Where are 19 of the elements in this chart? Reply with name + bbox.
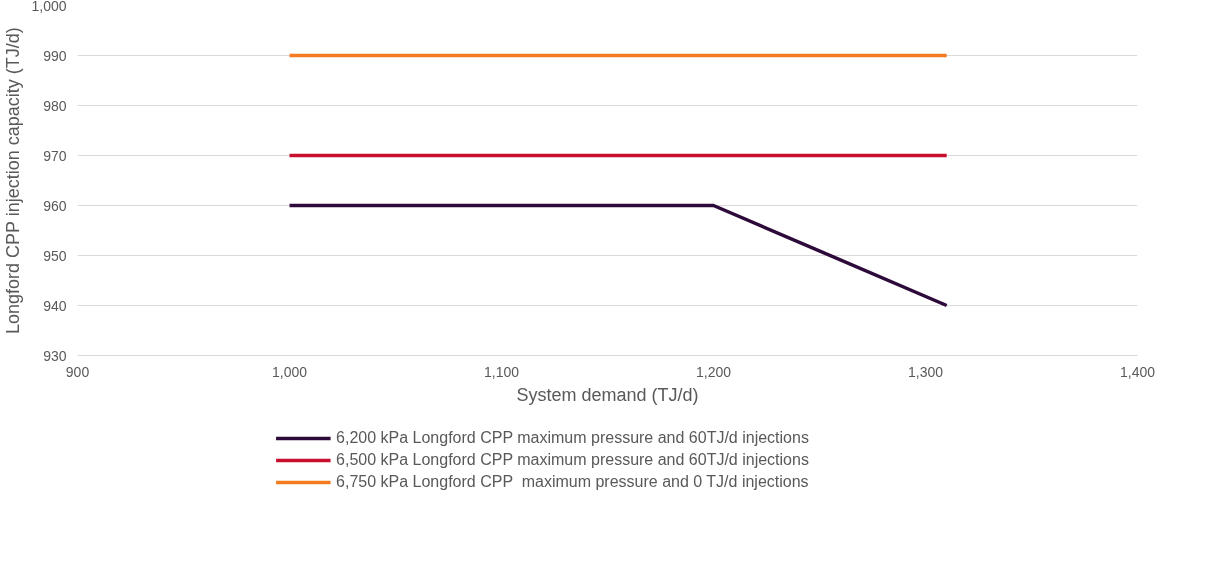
y-tick-label: 960 <box>43 197 67 214</box>
legend-label: 6,200 kPa Longford CPP maximum pressure and 60TJ/d injections <box>336 428 809 447</box>
y-tick-label: 970 <box>43 147 67 164</box>
legend-label: 6,500 kPa Longford CPP maximum pressure and 60TJ/d injections <box>336 450 809 469</box>
legend-label: 6,750 kPa Longford CPP maximum pressure and 0 TJ/d injections <box>336 472 809 491</box>
y-tick-label: 950 <box>43 247 67 264</box>
y-tick-label: 990 <box>43 47 67 64</box>
x-tick-label: 1,400 <box>1119 363 1156 380</box>
x-tick-label: 1,200 <box>695 363 732 380</box>
y-tick-label: 980 <box>43 97 67 114</box>
y-axis-title: Longford CPP injection capacity (TJ/d) <box>3 27 24 335</box>
y-tick-label: 940 <box>43 297 67 314</box>
y-tick-label: 1,000 <box>31 0 67 14</box>
x-tick-label: 1,100 <box>483 363 520 380</box>
y-tick-label: 930 <box>43 347 67 364</box>
x-tick-label: 1,300 <box>907 363 944 380</box>
x-tick-label: 900 <box>65 363 90 380</box>
x-axis-title: System demand (TJ/d) <box>516 384 699 405</box>
x-tick-label: 1,000 <box>271 363 308 380</box>
